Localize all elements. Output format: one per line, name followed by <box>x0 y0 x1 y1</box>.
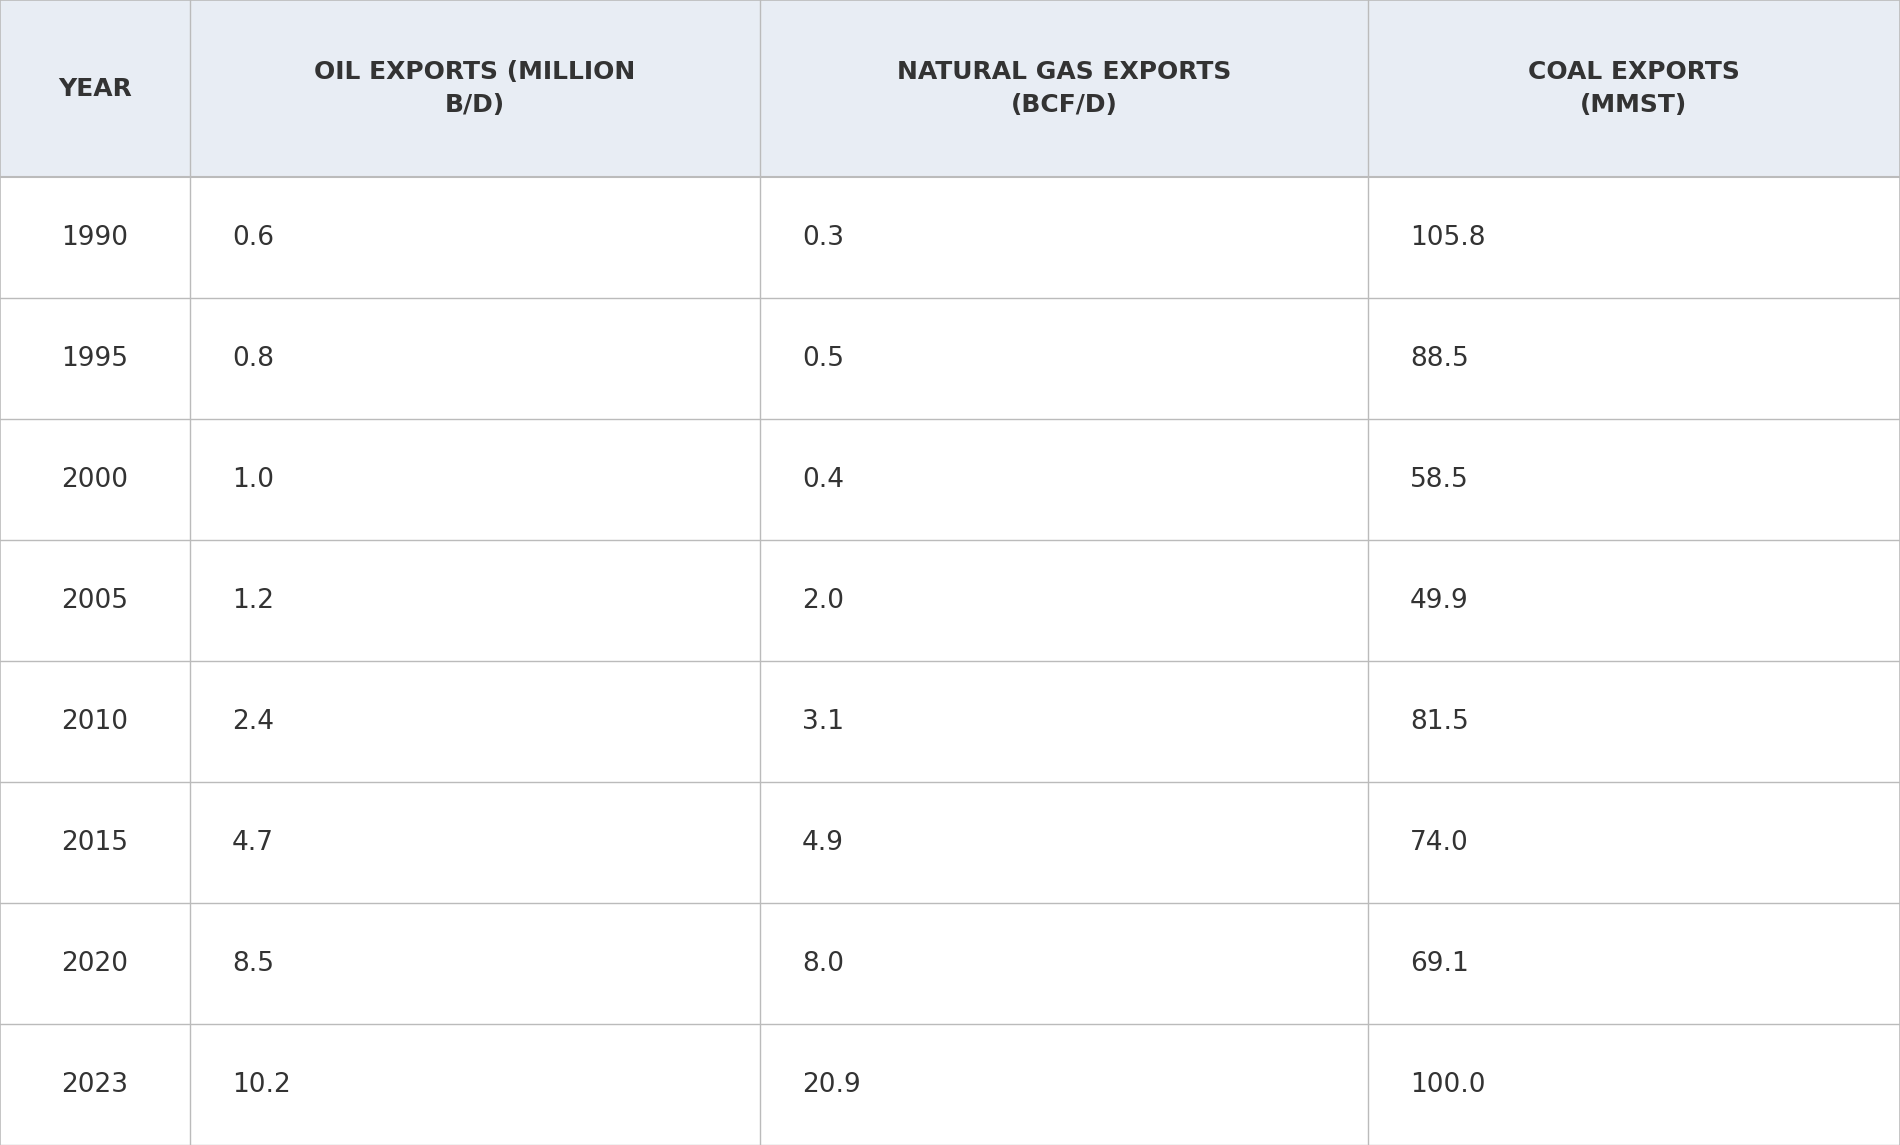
Bar <box>0 782 1900 903</box>
Text: 0.4: 0.4 <box>802 467 844 492</box>
Text: 1995: 1995 <box>61 346 129 372</box>
Text: 2.4: 2.4 <box>232 709 274 735</box>
Text: YEAR: YEAR <box>59 77 131 101</box>
Bar <box>0 177 1900 299</box>
Bar <box>0 903 1900 1024</box>
Bar <box>0 1024 1900 1145</box>
Text: NATURAL GAS EXPORTS
(BCF/D): NATURAL GAS EXPORTS (BCF/D) <box>897 60 1231 118</box>
Text: 100.0: 100.0 <box>1410 1072 1486 1098</box>
Text: 8.0: 8.0 <box>802 950 844 977</box>
Bar <box>0 540 1900 662</box>
Text: 74.0: 74.0 <box>1410 830 1469 855</box>
Bar <box>0 419 1900 540</box>
Text: COAL EXPORTS
(MMST): COAL EXPORTS (MMST) <box>1528 60 1740 118</box>
Bar <box>0 0 1900 177</box>
Text: 4.7: 4.7 <box>232 830 274 855</box>
Text: OIL EXPORTS (MILLION
B/D): OIL EXPORTS (MILLION B/D) <box>314 60 636 118</box>
Text: 2020: 2020 <box>61 950 129 977</box>
Text: 49.9: 49.9 <box>1410 587 1469 614</box>
Text: 3.1: 3.1 <box>802 709 844 735</box>
Bar <box>0 299 1900 419</box>
Text: 10.2: 10.2 <box>232 1072 291 1098</box>
Text: 2010: 2010 <box>61 709 129 735</box>
Text: 2005: 2005 <box>61 587 129 614</box>
Text: 81.5: 81.5 <box>1410 709 1469 735</box>
Text: 2023: 2023 <box>61 1072 129 1098</box>
Text: 0.6: 0.6 <box>232 224 274 251</box>
Text: 1.2: 1.2 <box>232 587 274 614</box>
Text: 2015: 2015 <box>61 830 129 855</box>
Text: 0.3: 0.3 <box>802 224 844 251</box>
Text: 20.9: 20.9 <box>802 1072 861 1098</box>
Text: 2.0: 2.0 <box>802 587 844 614</box>
Text: 0.8: 0.8 <box>232 346 274 372</box>
Text: 88.5: 88.5 <box>1410 346 1469 372</box>
Text: 0.5: 0.5 <box>802 346 844 372</box>
Text: 1.0: 1.0 <box>232 467 274 492</box>
Text: 2000: 2000 <box>61 467 129 492</box>
Text: 69.1: 69.1 <box>1410 950 1469 977</box>
Text: 8.5: 8.5 <box>232 950 274 977</box>
Bar <box>0 662 1900 782</box>
Text: 58.5: 58.5 <box>1410 467 1469 492</box>
Text: 105.8: 105.8 <box>1410 224 1486 251</box>
Text: 4.9: 4.9 <box>802 830 844 855</box>
Text: 1990: 1990 <box>61 224 129 251</box>
